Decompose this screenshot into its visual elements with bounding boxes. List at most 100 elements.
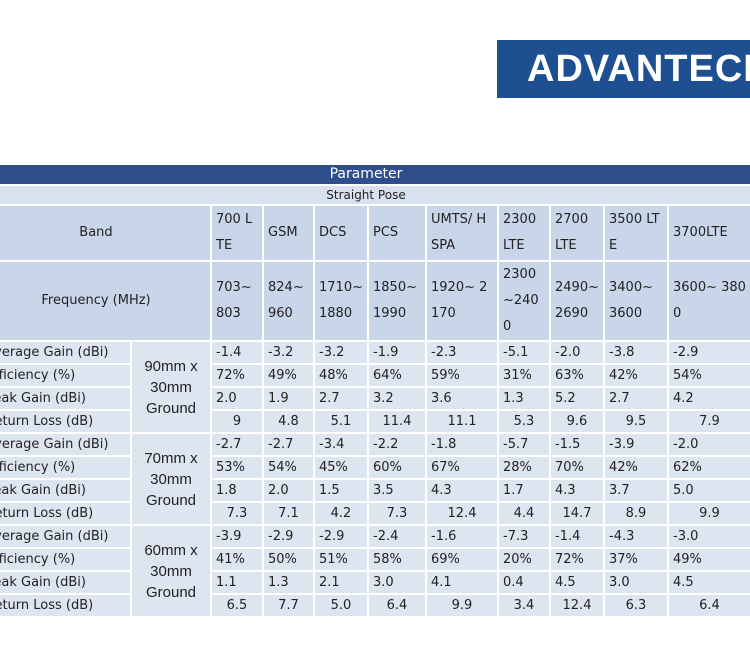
row-label: Peak Gain (dBi) [0,570,132,595]
ground: 60mm x 30mm Ground [130,524,212,618]
value: 5.2 [549,386,605,411]
value: 72% [210,363,264,388]
value: -5.7 [497,432,551,457]
value: 62% [667,455,750,480]
value: 53% [210,455,264,480]
value: -3.9 [210,524,264,549]
value: 14.7 [549,501,605,526]
value: 1.3 [262,570,315,595]
band: DCS [313,204,369,262]
value: 9.9 [667,501,750,526]
band: 2300 LTE [497,204,551,262]
value: 64% [367,363,427,388]
value: 1.5 [313,478,369,503]
value: 59% [425,363,499,388]
band: 700 LTE [210,204,264,262]
value: -5.1 [497,340,551,365]
value: 6.4 [667,593,750,618]
value: 3.0 [367,570,427,595]
value: -2.7 [262,432,315,457]
value: -2.0 [667,432,750,457]
value: 20% [497,547,551,572]
pose-row: Straight Pose [0,184,750,206]
value: -2.4 [367,524,427,549]
value: 3.0 [603,570,669,595]
data-row: Peak Gain (dBi)1.82.01.53.54.31.74.33.75… [0,478,750,503]
value: -1.4 [549,524,605,549]
row-label: Return Loss (dB) [0,501,132,526]
frequency: 824~ 960 [262,260,315,342]
value: 4.3 [549,478,605,503]
value: 6.5 [210,593,264,618]
value: 7.3 [210,501,264,526]
value: 4.4 [497,501,551,526]
value: 4.1 [425,570,499,595]
value: -1.8 [425,432,499,457]
value: -2.9 [313,524,369,549]
frequency: 703~ 803 [210,260,264,342]
value: -3.2 [313,340,369,365]
value: 51% [313,547,369,572]
band-label: Band [0,204,212,262]
value: 37% [603,547,669,572]
value: -1.5 [549,432,605,457]
value: 7.7 [262,593,315,618]
value: 63% [549,363,605,388]
logo-text: ADVANTECH [527,48,750,90]
value: -1.9 [367,340,427,365]
row-label: Peak Gain (dBi) [0,386,132,411]
value: 12.4 [425,501,499,526]
value: 4.3 [425,478,499,503]
row-label: Efficiency (%) [0,363,132,388]
frequency: 3600~ 3800 [667,260,750,342]
value: 4.5 [667,570,750,595]
band: 3700LTE [667,204,750,262]
data-row: Efficiency (%) 53%54%45%60%67%28%70%42%62… [0,455,750,480]
value: 7.9 [667,409,750,434]
value: 2.7 [603,386,669,411]
value: 4.2 [313,501,369,526]
value: -2.3 [425,340,499,365]
value: 4.2 [667,386,750,411]
value: 4.8 [262,409,315,434]
frequency: 2490~2690 [549,260,605,342]
value: 58% [367,547,427,572]
value: -3.4 [313,432,369,457]
band: PCS [367,204,427,262]
data-row: Average Gain (dBi)90mm x 30mm Ground-1.4… [0,340,750,434]
value: 67% [425,455,499,480]
logo: ADVANTECH [497,40,750,98]
value: 2.1 [313,570,369,595]
value: 7.3 [367,501,427,526]
row-label: Efficiency (%) [0,455,132,480]
value: 6.4 [367,593,427,618]
data-row: Return Loss (dB)6.57.75.06.49.93.412.46.… [0,593,750,618]
value: 2.0 [210,386,264,411]
value: 72% [549,547,605,572]
value: 9.9 [425,593,499,618]
value: 41% [210,547,264,572]
frequency-row: Frequency (MHz) 703~ 803 824~ 960 1710~1880… [0,260,750,342]
value: 45% [313,455,369,480]
value: 6.3 [603,593,669,618]
value: 5.1 [313,409,369,434]
value: 9.6 [549,409,605,434]
frequency: 1920~ 2170 [425,260,499,342]
frequency: 1850~1990 [367,260,427,342]
value: 12.4 [549,593,605,618]
frequency: 2300~2400 [497,260,551,342]
value: -3.8 [603,340,669,365]
value: 1.7 [497,478,551,503]
value: 2.7 [313,386,369,411]
spec-table: Parameter Straight Pose Band 700 LTE GSM DCS P… [0,163,750,618]
value: 28% [497,455,551,480]
band: GSM [262,204,315,262]
data-row: Average Gain (dBi)70mm x 30mm Ground-2.7… [0,432,750,526]
value: 42% [603,363,669,388]
row-label: Return Loss (dB) [0,409,132,434]
value: 8.9 [603,501,669,526]
value: 31% [497,363,551,388]
value: 70% [549,455,605,480]
value: 54% [262,455,315,480]
